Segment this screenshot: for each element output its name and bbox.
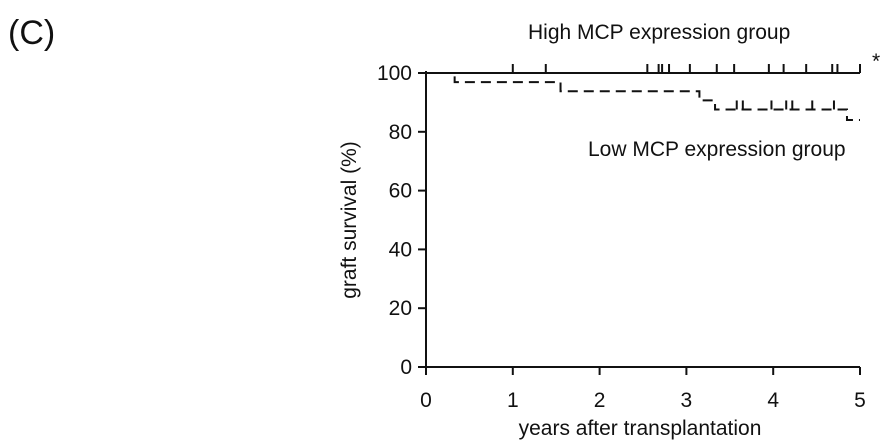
significance-marker: * xyxy=(872,50,880,73)
y-tick-label: 20 xyxy=(389,297,412,320)
low-mcp-survival-curve xyxy=(426,72,860,122)
x-tick-label: 3 xyxy=(681,389,693,412)
y-axis-title: graft survival (%) xyxy=(338,141,361,299)
x-tick-label: 0 xyxy=(420,389,432,412)
x-tick-label: 5 xyxy=(854,389,866,412)
y-tick-label: 100 xyxy=(377,62,412,85)
x-tick-label: 2 xyxy=(594,389,606,412)
panel-label: (C) xyxy=(8,14,55,52)
high-mcp-series-label: High MCP expression group xyxy=(528,21,790,44)
y-tick-label: 40 xyxy=(389,238,412,261)
y-tick-label: 0 xyxy=(400,356,412,379)
x-axis-title: years after transplantation xyxy=(519,417,762,440)
y-tick-label: 60 xyxy=(389,180,412,203)
low-mcp-series-label: Low MCP expression group xyxy=(588,138,846,161)
axes: 0 20 40 60 80 100 0 1 2 3 4 5 xyxy=(377,62,866,412)
plot-area xyxy=(426,64,861,122)
y-tick-label: 80 xyxy=(389,121,412,144)
x-tick-label: 1 xyxy=(507,389,519,412)
x-tick-label: 4 xyxy=(767,389,779,412)
